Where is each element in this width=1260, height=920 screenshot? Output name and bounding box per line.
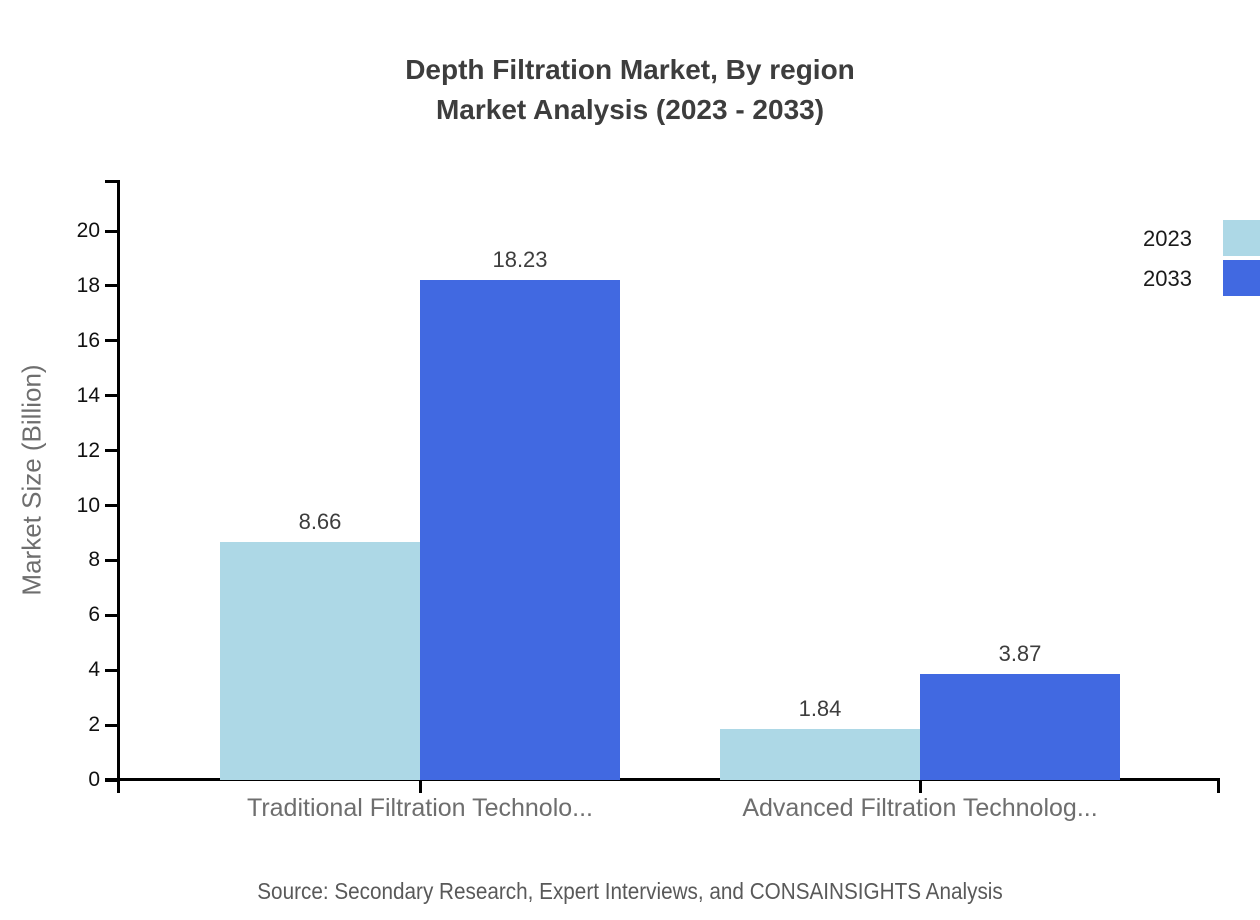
y-tick [105,339,120,343]
y-tick [105,613,120,617]
y-tick [105,394,120,398]
bar-2033-2 [920,673,1120,780]
y-tick-label: 10 [76,493,100,517]
bar-value-label: 1.84 [798,696,842,722]
y-tick [105,449,120,453]
bar-2023-2 [720,729,920,780]
y-tick-label: 16 [76,328,100,352]
x-axis-end-cap [1217,778,1220,793]
chart-title-line2: Market Analysis (2023 - 2033) [435,94,825,125]
category-label: Advanced Filtration Technolog... [742,794,1098,822]
y-tick-label: 12 [76,438,100,462]
y-tick-label: 4 [88,658,100,682]
y-tick [105,284,120,288]
y-tick-label: 8 [88,548,100,572]
legend-label-2023: 2023 [1143,226,1192,251]
legend-swatch-2023 [1223,220,1260,256]
y-tick-label: 14 [76,383,100,407]
y-tick-label: 0 [88,768,100,791]
y-tick [105,778,120,782]
category-label: Traditional Filtration Technolo... [246,794,593,822]
y-tick [105,668,120,672]
y-tick [105,229,120,233]
y-tick [105,723,120,727]
y-tick-label: 6 [88,603,100,627]
y-axis-line [117,180,120,793]
x-tick [418,780,422,793]
chart-title: Depth Filtration Market, By region Marke… [0,50,1260,130]
y-axis-top-cap [105,180,120,183]
bar-2033-1 [420,279,620,780]
y-tick-label: 2 [88,713,100,737]
y-tick [105,504,120,507]
bar-2023-1 [220,542,420,780]
y-tick [105,558,120,562]
source-note: Source: Secondary Research, Expert Inter… [257,878,1003,904]
y-tick-label: 20 [76,219,100,242]
legend-swatch-2033 [1223,260,1260,296]
chart-title-line1: Depth Filtration Market, By region [405,54,855,85]
x-tick [918,780,922,793]
bar-value-label: 18.23 [492,246,548,272]
y-tick-label: 18 [76,273,100,297]
x-axis-line [105,778,1220,781]
bar-value-label: 8.66 [298,509,342,535]
bar-value-label: 3.87 [998,640,1042,666]
legend-label-2033: 2033 [1143,266,1192,291]
